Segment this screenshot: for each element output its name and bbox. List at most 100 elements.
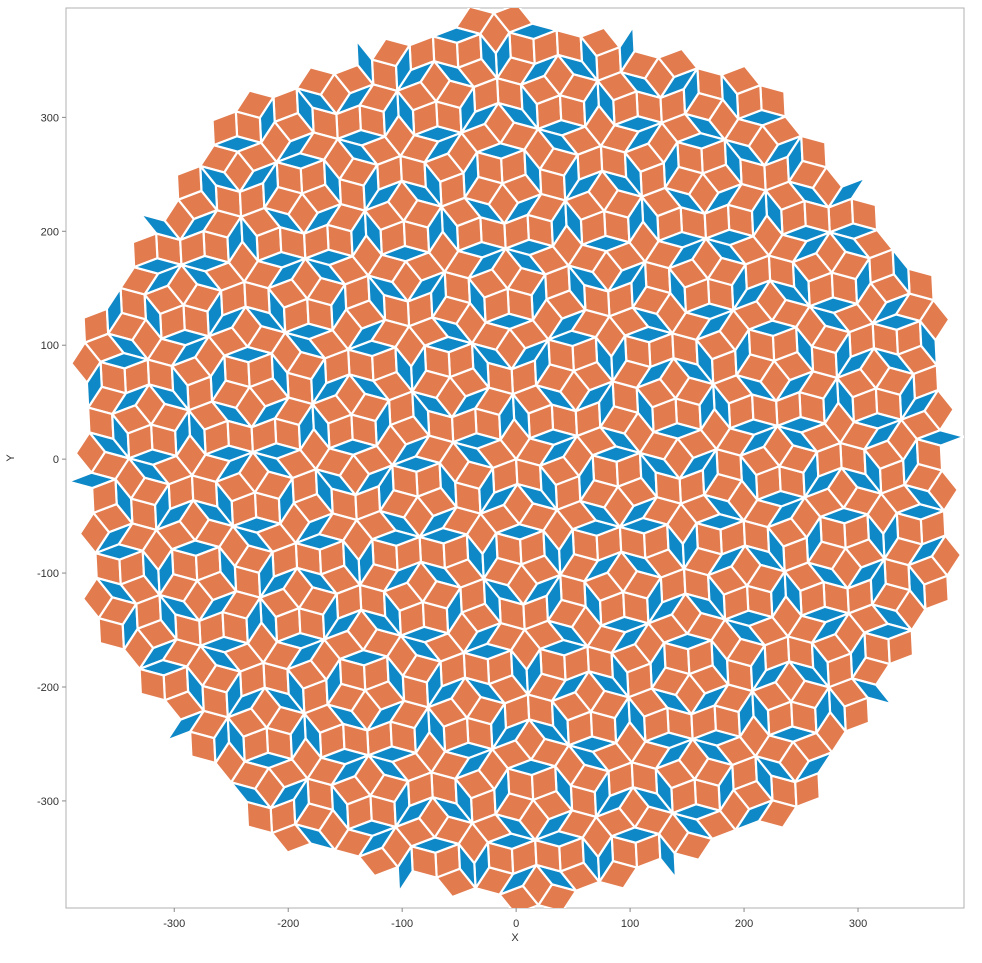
thick-rhombus: [501, 173, 543, 204]
thin-rhombus: [638, 451, 681, 480]
y-tick-label: 300: [41, 112, 59, 124]
thin-rhombus: [256, 250, 307, 269]
thin-rhombus: [165, 709, 205, 742]
thin-rhombus: [751, 689, 771, 737]
thick-rhombus: [338, 657, 367, 692]
x-tick-label: 0: [513, 918, 519, 930]
thin-rhombus: [382, 89, 400, 138]
x-tick-label: -200: [277, 918, 299, 930]
thin-rhombus: [330, 754, 370, 787]
thin-rhombus: [704, 228, 755, 247]
thin-rhombus: [147, 383, 190, 412]
x-tick-label: 300: [849, 918, 867, 930]
thin-rhombus: [783, 570, 803, 617]
thick-rhombus: [483, 287, 510, 324]
thick-rhombus: [927, 469, 959, 512]
thin-rhombus: [519, 83, 540, 131]
thin-rhombus: [846, 557, 886, 590]
y-tick-label: -300: [37, 796, 59, 808]
thick-rhombus: [97, 617, 126, 651]
thick-rhombus: [402, 219, 431, 254]
thin-rhombus: [810, 641, 830, 689]
thin-rhombus: [781, 224, 831, 243]
thick-rhombus: [907, 267, 935, 302]
thin-rhombus: [262, 161, 280, 209]
thin-rhombus: [158, 593, 201, 622]
thin-rhombus: [684, 302, 735, 321]
thin-rhombus: [467, 247, 507, 280]
thick-rhombus: [800, 134, 828, 169]
thick-rhombus: [606, 550, 638, 594]
thin-rhombus: [691, 738, 734, 767]
thick-rhombus: [598, 860, 639, 890]
thick-rhombus: [401, 674, 430, 709]
thin-rhombus: [564, 199, 584, 246]
thin-rhombus: [657, 832, 677, 880]
thick-rhombus: [650, 666, 691, 696]
thin-rhombus: [863, 418, 903, 451]
thick-rhombus: [247, 352, 274, 389]
thick-rhombus: [201, 684, 229, 719]
thin-rhombus: [618, 25, 636, 74]
thick-rhombus: [635, 377, 677, 409]
thin-rhombus: [355, 39, 375, 86]
thin-rhombus: [915, 429, 964, 447]
thick-rhombus: [786, 635, 815, 669]
thick-rhombus: [350, 413, 378, 448]
thick-rhombus: [747, 328, 776, 362]
thin-rhombus: [646, 576, 664, 625]
thin-rhombus: [127, 457, 170, 486]
thick-rhombus: [196, 570, 238, 602]
thin-rhombus: [180, 254, 230, 273]
y-tick-label: 0: [53, 454, 59, 466]
thin-rhombus: [354, 464, 394, 497]
thick-rhombus: [657, 47, 699, 79]
thick-rhombus: [78, 511, 111, 555]
thin-rhombus: [251, 451, 294, 480]
x-tick-label: 100: [621, 918, 639, 930]
y-tick-label: -100: [37, 568, 59, 580]
x-tick-label: -100: [391, 918, 413, 930]
x-tick-label: -300: [163, 918, 185, 930]
thin-rhombus: [396, 845, 414, 894]
thin-rhombus: [567, 744, 610, 773]
thin-rhombus: [67, 471, 117, 490]
thin-rhombus: [371, 529, 421, 547]
thin-rhombus: [534, 809, 574, 842]
thin-rhombus: [610, 334, 628, 383]
thin-rhombus: [835, 347, 876, 379]
thin-rhombus: [827, 176, 867, 209]
thin-rhombus: [739, 424, 779, 457]
thick-rhombus: [887, 629, 915, 666]
thin-rhombus: [192, 499, 234, 528]
thick-rhombus: [369, 794, 397, 829]
thin-rhombus: [362, 163, 380, 212]
thin-rhombus: [459, 85, 477, 134]
thin-rhombus: [545, 573, 563, 622]
thin-rhombus: [547, 308, 587, 341]
thick-rhombus: [338, 178, 367, 212]
y-tick-label: -200: [37, 682, 59, 694]
thick-rhombus: [463, 175, 504, 206]
thin-rhombus: [631, 786, 674, 815]
thin-rhombus: [623, 151, 643, 198]
thick-rhombus: [421, 580, 462, 610]
thick-rhombus: [399, 154, 427, 189]
thick-rhombus: [287, 192, 319, 235]
thick-rhombus: [806, 540, 847, 571]
thick-rhombus: [530, 765, 558, 801]
thin-rhombus: [431, 316, 474, 345]
thin-rhombus: [284, 322, 334, 341]
thick-rhombus: [883, 557, 911, 592]
thin-rhombus: [289, 712, 307, 761]
thin-rhombus: [394, 346, 414, 393]
thick-rhombus: [759, 359, 791, 403]
tiling: [67, 8, 964, 908]
thick-rhombus: [175, 164, 203, 201]
thin-rhombus: [587, 670, 630, 699]
thin-rhombus: [426, 205, 444, 254]
thin-rhombus: [394, 796, 434, 829]
y-tick-label: 200: [41, 226, 59, 238]
y-tick-label: 100: [41, 340, 59, 352]
